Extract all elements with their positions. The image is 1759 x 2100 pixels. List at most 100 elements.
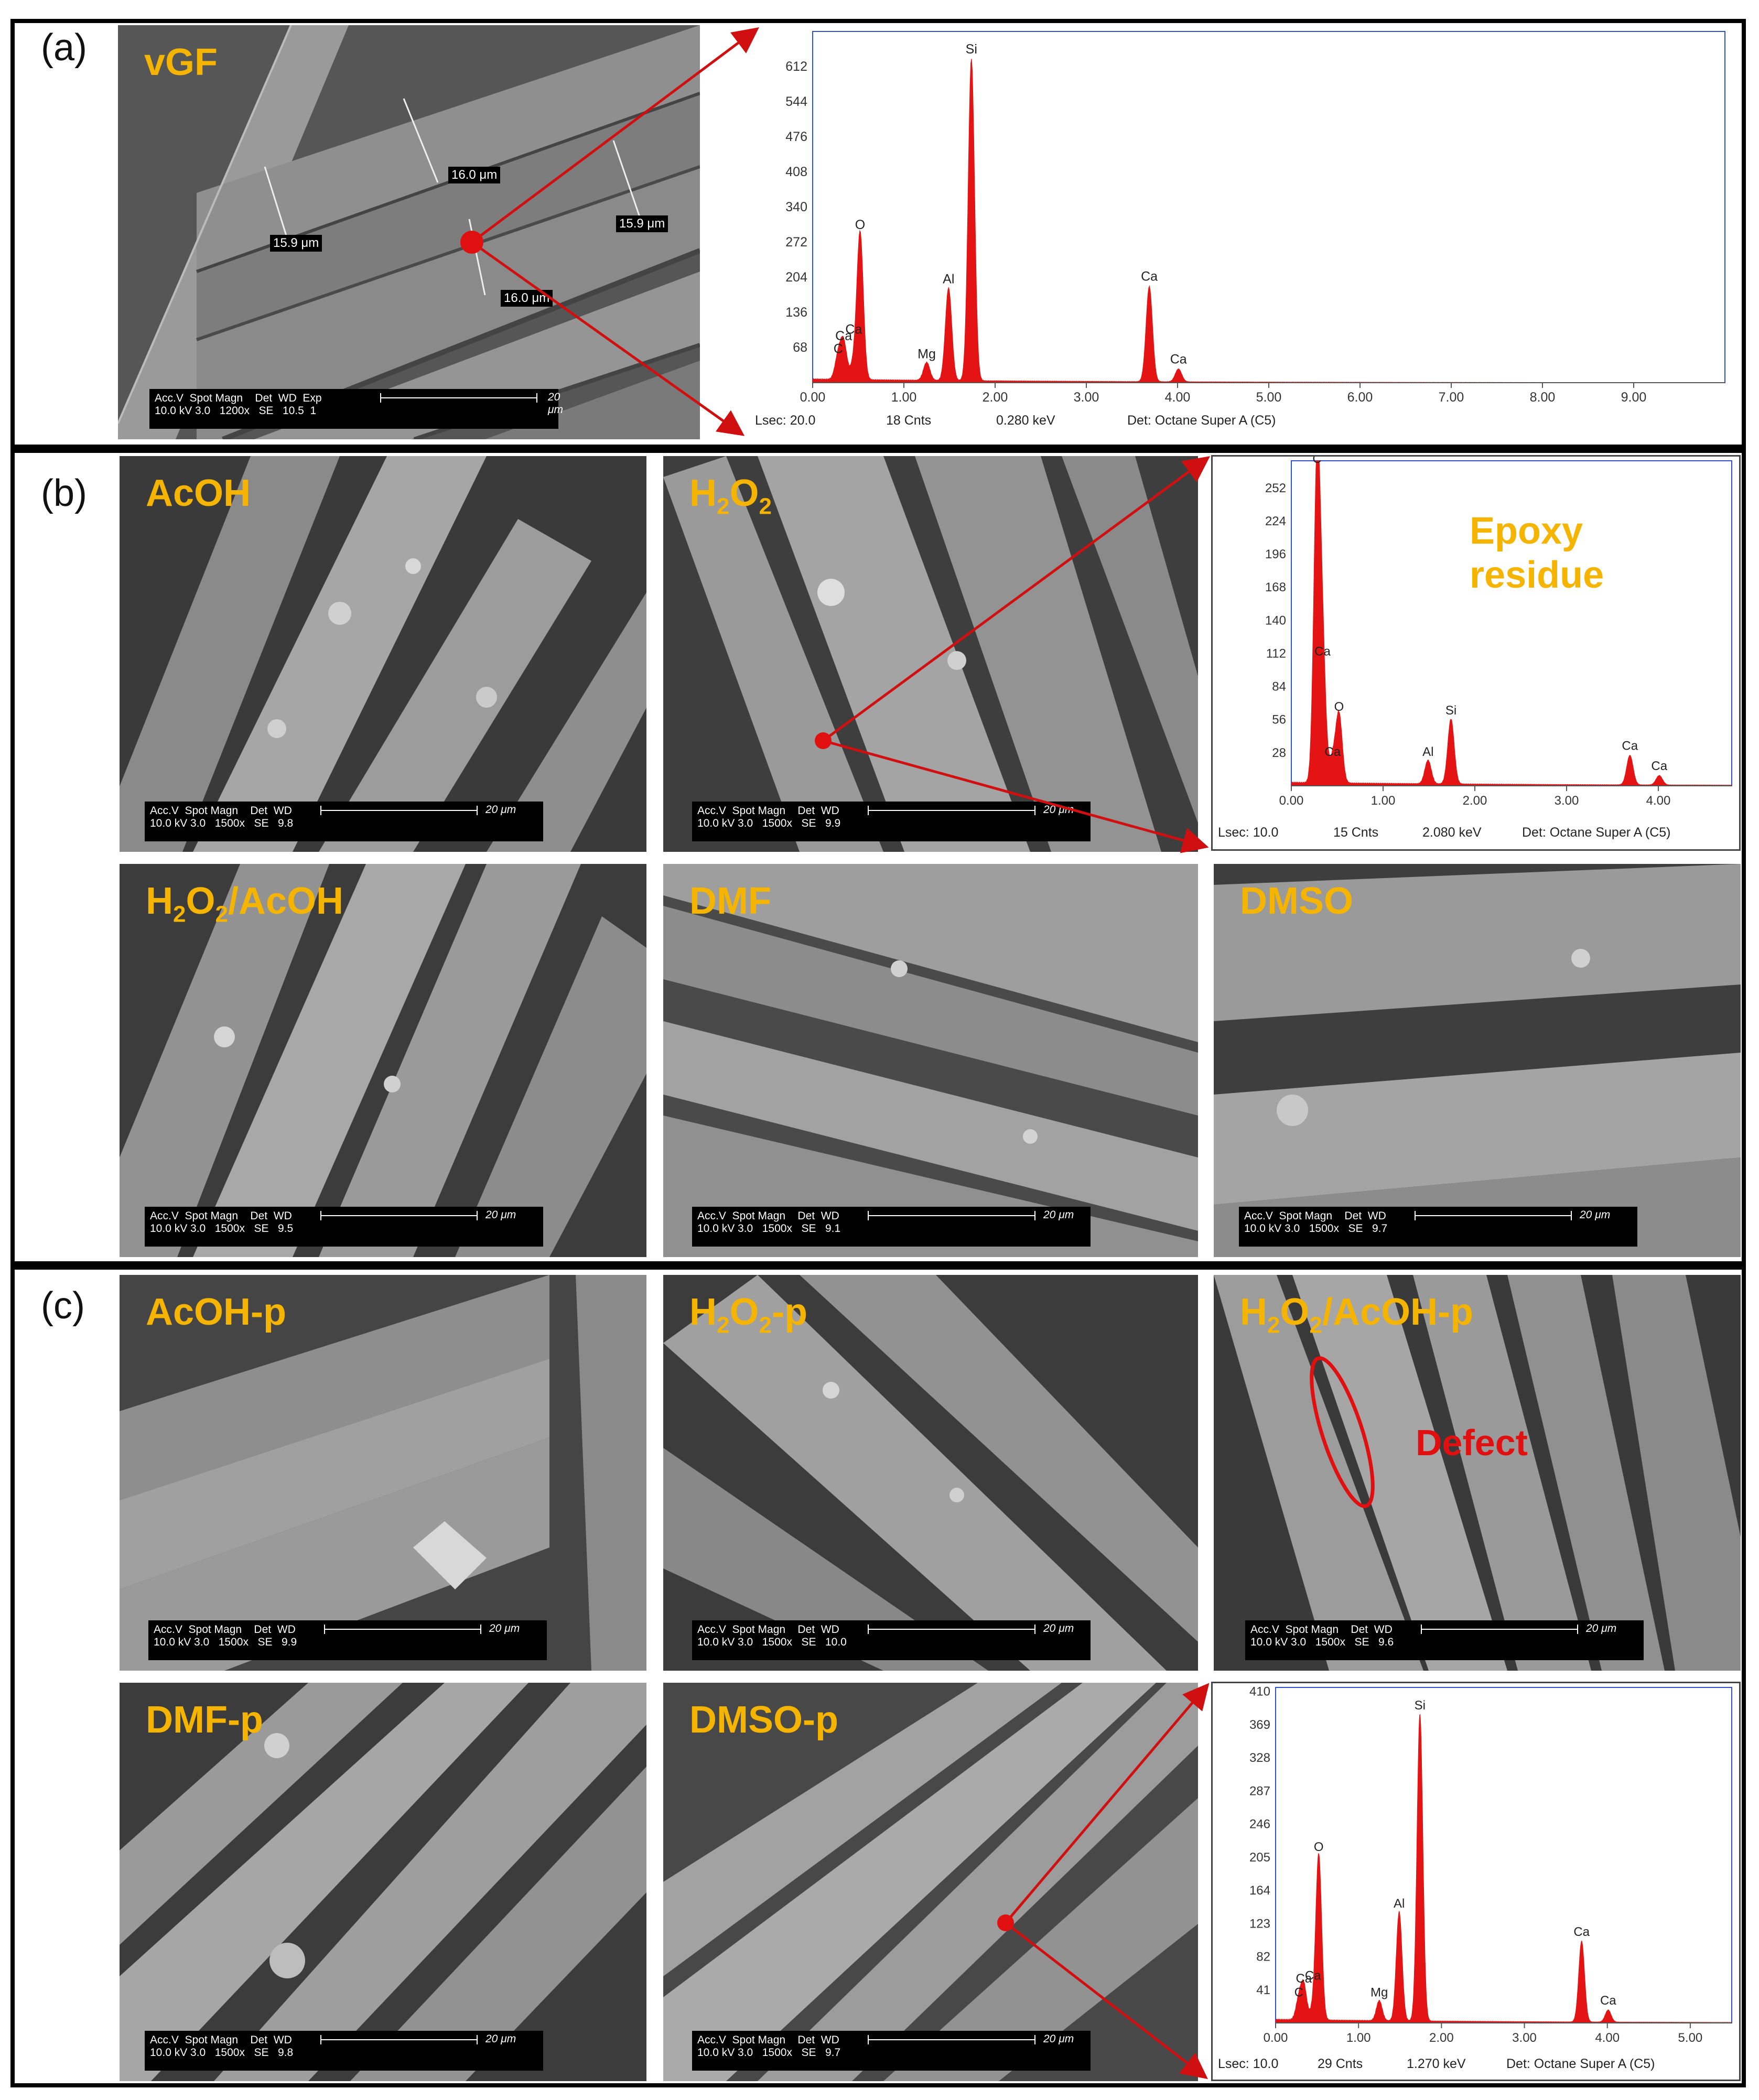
sem-title-vgf: vGF — [144, 41, 218, 83]
sem-databar: Acc.V Spot Magn Det WD 10.0 kV 3.0 1500x… — [145, 1207, 543, 1247]
sem-title-acoh-p: AcOH-p — [146, 1291, 286, 1333]
y-tick-label: 246 — [1249, 1817, 1270, 1832]
panel-b-frame — [10, 449, 1746, 1265]
scale-bar — [1415, 1211, 1572, 1220]
peak-label: Al — [1394, 1897, 1405, 1911]
sem-image-acoh: AcOH Acc.V Spot Magn Det WD 10.0 kV 3.0 … — [120, 456, 646, 852]
sem-image-vgf: vGF 16.0 μm 15.9 μm 15.9 μm 16.0 μm Acc.… — [118, 25, 700, 439]
x-tick-label: 5.00 — [1256, 390, 1282, 403]
scale-bar — [320, 806, 478, 815]
sem-databar: Acc.V Spot Magn Det WD 10.0 kV 3.0 1500x… — [692, 1207, 1091, 1247]
panel-b-label: (b) — [41, 472, 87, 514]
y-tick-label: 369 — [1249, 1718, 1270, 1732]
sem-databar: Acc.V Spot Magn Det WD 10.0 kV 3.0 1500x… — [692, 2031, 1091, 2071]
scale-bar — [324, 1625, 481, 1634]
x-tick-label: 4.00 — [1165, 390, 1191, 403]
scale-bar — [868, 1625, 1035, 1634]
y-tick-label: 56 — [1272, 713, 1286, 727]
peak-label: C — [1294, 1985, 1303, 1999]
panel-c-label: (c) — [41, 1285, 85, 1327]
y-tick-label: 252 — [1265, 481, 1286, 495]
y-tick-label: 140 — [1265, 613, 1286, 627]
x-tick-label: 4.00 — [1595, 2031, 1620, 2045]
peak-label: Al — [943, 272, 954, 287]
x-tick-label: 1.00 — [891, 390, 917, 403]
sem-databar: Acc.V Spot Magn Det WD 10.0 kV 3.0 1500x… — [1239, 1207, 1637, 1247]
peak-label: Si — [1415, 1698, 1426, 1713]
sem-title-h2o2-acoh-p: H2O2/AcOH-p — [1240, 1291, 1473, 1338]
sem-image-h2o2: H2O2 Acc.V Spot Magn Det WD 10.0 kV 3.0 … — [663, 456, 1198, 852]
y-tick-label: 112 — [1266, 646, 1286, 661]
x-tick-label: 6.00 — [1347, 390, 1373, 403]
sem-image-h2o2-p: H2O2-p Acc.V Spot Magn Det WD 10.0 kV 3.… — [663, 1275, 1198, 1671]
eds-spectrum-b: 0.00 1.00 2.00 3.00 4.00 28 56 84 112 140 168 196 22… — [1211, 455, 1741, 851]
y-tick-label: 164 — [1249, 1883, 1270, 1898]
peak-label: O — [1314, 1840, 1324, 1854]
sem-title-dmf: DMF — [689, 880, 771, 922]
y-tick-label: 287 — [1249, 1784, 1270, 1798]
sem-image-dmso-p: DMSO-p Acc.V Spot Magn Det WD 10.0 kV 3.… — [663, 1683, 1198, 2081]
scale-bar — [320, 1211, 478, 1220]
measure-label: 16.0 μm — [501, 290, 553, 307]
peak-label: Si — [1445, 703, 1456, 718]
y-tick-label: 340 — [785, 200, 807, 214]
defect-label: Defect — [1416, 1422, 1528, 1463]
y-tick-label: 224 — [1265, 514, 1286, 528]
y-tick-label: 28 — [1272, 746, 1286, 760]
peak-label: Mg — [918, 347, 936, 362]
sem-image-h2o2-acoh-p: H2O2/AcOH-p Defect Acc.V Spot Magn Det W… — [1214, 1275, 1741, 1671]
sem-title-dmso-p: DMSO-p — [689, 1699, 838, 1741]
spectrum-area — [1291, 460, 1732, 786]
sem-title-h2o2-p: H2O2-p — [689, 1291, 807, 1338]
sem-title-acoh: AcOH — [146, 472, 251, 514]
peak-label: Ca — [1305, 1968, 1321, 1983]
panel-a-label: (a) — [41, 27, 87, 69]
x-tick-label: 2.00 — [1429, 2031, 1454, 2045]
peak-label: Ca — [1651, 759, 1667, 773]
x-tick-label: 0.00 — [1264, 2031, 1288, 2045]
scale-bar — [1421, 1625, 1578, 1634]
eds-plot-c: 0.00 1.00 2.00 3.00 4.00 5.00 41 82 123 164 205 246… — [1249, 1685, 1732, 2045]
peak-label: Ca — [845, 322, 862, 337]
eds-footer-c: Lsec: 10.0 29 Cnts 1.270 keV Det: Octane… — [1218, 2056, 1655, 2071]
spectrum-area — [1275, 1714, 1732, 2023]
sem-databar: Acc.V Spot Magn Det WD 10.0 kV 3.0 1500x… — [692, 802, 1091, 841]
y-tick-label: 272 — [785, 235, 807, 250]
y-tick-label: 168 — [1265, 580, 1286, 594]
scale-bar — [868, 806, 1035, 815]
plot-frame — [1275, 1687, 1732, 2023]
sem-image-dmf: DMF Acc.V Spot Magn Det WD 10.0 kV 3.0 1… — [663, 864, 1198, 1257]
sem-title-dmf-p: DMF-p — [146, 1699, 263, 1741]
x-tick-label: 9.00 — [1621, 390, 1647, 403]
scale-bar — [320, 2035, 478, 2044]
y-tick-label: 82 — [1256, 1950, 1270, 1964]
peak-label: Ca — [1600, 1994, 1616, 2008]
y-tick-label: 612 — [785, 59, 807, 74]
plot-frame — [812, 31, 1725, 383]
y-tick-label: 204 — [785, 270, 807, 285]
x-tick-label: 8.00 — [1530, 390, 1556, 403]
sem-image-dmso: DMSO Acc.V Spot Magn Det WD 10.0 kV 3.0 … — [1214, 864, 1741, 1257]
y-tick-label: 205 — [1249, 1850, 1270, 1865]
peak-label: Ca — [1296, 1972, 1312, 1986]
x-tick-label: 2.00 — [1463, 794, 1487, 808]
peak-label: C — [834, 342, 843, 356]
peak-label: Mg — [1370, 1985, 1388, 1999]
panel-a-frame — [10, 19, 1746, 449]
peak-label: C — [1312, 457, 1321, 466]
eds-plot-a: 0.00 1.00 2.00 3.00 4.00 5.00 6.00 7.00 8.00 9.00… — [785, 31, 1725, 403]
measure-label: 15.9 μm — [616, 215, 668, 232]
x-tick-label: 5.00 — [1678, 2031, 1703, 2045]
x-tick-label: 3.00 — [1512, 2031, 1537, 2045]
sem-databar: Acc.V Spot Magn Det WD 10.0 kV 3.0 1500x… — [148, 1620, 547, 1660]
sem-image-dmf-p: DMF-p Acc.V Spot Magn Det WD 10.0 kV 3.0… — [120, 1683, 646, 2081]
y-tick-label: 41 — [1256, 1983, 1270, 1997]
x-tick-label: 0.00 — [1279, 794, 1304, 808]
y-tick-label: 544 — [785, 94, 807, 109]
sem-title-h2o2-acoh: H2O2/AcOH — [146, 880, 344, 927]
sem-databar: Acc.V Spot Magn Det WD 10.0 kV 3.0 1500x… — [692, 1620, 1091, 1660]
y-tick-label: 408 — [785, 165, 807, 179]
peak-label: Ca — [1314, 644, 1331, 658]
scale-bar — [868, 1211, 1035, 1220]
peak-label: Ca — [1324, 745, 1341, 759]
